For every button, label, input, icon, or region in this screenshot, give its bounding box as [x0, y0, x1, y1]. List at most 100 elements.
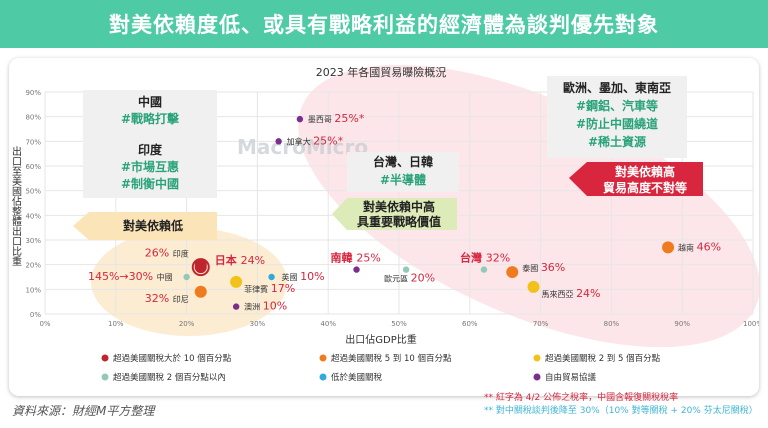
legend-marker	[319, 373, 327, 381]
country-name: 泰國	[522, 263, 541, 273]
point-marker	[194, 261, 207, 274]
x-tick-label: 100%	[743, 320, 759, 328]
point-marker	[527, 280, 540, 293]
point-marker	[662, 241, 675, 254]
source-note: 資料來源：財經M平方整理	[12, 404, 155, 418]
point-label: 32% 印尼	[145, 292, 189, 305]
country-name: 澳洲	[244, 302, 263, 312]
legend-marker	[533, 354, 541, 362]
y-tick-label: 90%	[25, 89, 41, 97]
x-tick-label: 60%	[462, 320, 478, 328]
point-澳洲: 澳洲 10%	[232, 300, 287, 313]
x-tick-label: 20%	[179, 320, 195, 328]
y-tick-label: 20%	[25, 262, 41, 270]
eu-box-title: 歐洲、墨加、東南亞	[563, 80, 671, 95]
point-南韓: 南韓 25%	[331, 251, 381, 273]
eu-box	[547, 76, 687, 158]
x-tick-label: 10%	[108, 320, 124, 328]
country-name: 加拿大	[287, 136, 314, 146]
x-tick-label: 80%	[604, 320, 620, 328]
footnotes: ** 紅字為 4/2 公佈之稅率，中國含報復關稅稅率 ** 對中關稅談判後降至 …	[484, 392, 758, 418]
footnote-2: ** 對中關稅談判後降至 30%（10% 對等關稅 + 20% 芬太尼關稅）	[484, 406, 758, 416]
point-泰國: 泰國 36%	[506, 261, 565, 279]
country-name: 越南	[678, 242, 697, 252]
china-india-box	[83, 90, 217, 198]
point-marker	[183, 273, 190, 281]
legend-item: 超過美國關稅 2 到 5 個百分點	[533, 353, 661, 364]
country-name: 菲律賓	[244, 284, 271, 294]
y-tick-label: 60%	[25, 163, 41, 171]
country-name: 中國	[157, 272, 173, 282]
tariff-rate: 10%	[300, 270, 324, 283]
india-box-tag2: #制衡中國	[121, 176, 179, 191]
legend-label: 超過美國關稅大於 10 個百分點	[113, 353, 232, 364]
legend-marker	[319, 354, 327, 362]
point-marker	[402, 266, 410, 273]
point-label: 日本 24%	[215, 253, 265, 267]
point-label: 墨西哥 25%*	[308, 112, 365, 125]
y-tick-label: 50%	[25, 188, 41, 196]
y-tick-label: 40%	[25, 212, 41, 220]
chart-title: 2023 年各國貿易曝險概況	[316, 65, 447, 79]
point-中國: 145%→30% 中國	[88, 270, 190, 283]
country-name: 南韓	[331, 251, 357, 265]
point-label: 南韓 25%	[331, 251, 381, 265]
point-印尼: 32% 印尼	[145, 285, 207, 305]
tw-jp-box-tag: #半導體	[380, 172, 426, 187]
legend-label: 自由貿易協議	[545, 372, 597, 383]
y-tick-label: 30%	[25, 237, 41, 245]
legend-item: 低於美國關稅	[319, 372, 383, 383]
country-name: 印度	[173, 249, 189, 259]
point-label: 澳洲 10%	[244, 300, 287, 313]
legend-label: 超過美國關稅 5 到 10 個百分點	[331, 353, 452, 364]
country-name: 日本	[215, 253, 241, 267]
point-marker	[296, 115, 304, 123]
india-box-title: 印度	[138, 142, 163, 157]
tariff-rate: 24%	[241, 254, 265, 267]
chart-card: 0% 10% 20% 30% 40% 50% 60% 70% 80% 90% 0% 10% 20% 30%…	[9, 58, 763, 396]
point-marker	[268, 273, 275, 281]
legend-label: 超過美國關稅 2 個百分點以內	[113, 372, 226, 383]
mid-dependence-arrow	[332, 198, 457, 230]
high-dependence-line2: 貿易高度不對等	[603, 180, 687, 195]
country-name: 台灣	[460, 251, 486, 265]
point-marker	[194, 285, 207, 298]
point-label: 145%→30% 中國	[88, 270, 173, 283]
eu-box-tag2: #防止中國繞道	[576, 116, 658, 131]
high-dependence-region	[298, 64, 760, 348]
x-axis-label: 出口佔GDP比重	[345, 333, 416, 346]
point-歐元區: 歐元區 20%	[384, 266, 435, 285]
tariff-rate: 25%*	[334, 112, 364, 125]
tariff-rate: 32%	[486, 252, 510, 265]
mid-dependence-line1: 對美依賴中高	[363, 199, 435, 214]
point-label: 越南 46%	[678, 240, 721, 253]
tariff-rate: 25%	[356, 252, 380, 265]
point-label: 英國 10%	[282, 270, 325, 283]
legend-item: 自由貿易協議	[533, 372, 597, 383]
point-marker	[275, 138, 282, 145]
footnote-1: ** 紅字為 4/2 公佈之稅率，中國含報復關稅稅率	[484, 393, 679, 403]
point-馬來西亞: 馬來西亞 24%	[527, 280, 601, 300]
tariff-rate: 10%	[263, 300, 287, 313]
point-label: 菲律賓 17%	[244, 282, 295, 295]
tariff-rate: 25%*	[313, 134, 343, 147]
y-tick-label: 70%	[25, 138, 41, 146]
point-label: 泰國 36%	[522, 261, 565, 274]
tariff-rate: 24%	[576, 287, 600, 300]
high-dependence-arrow	[569, 162, 703, 196]
country-name: 馬來西亞	[542, 290, 577, 299]
tariff-rate: 145%→30%	[88, 270, 157, 283]
y-tick-label: 0%	[30, 311, 41, 319]
mid-dependence-line2: 具重要戰略價值	[357, 214, 441, 229]
y-tick-label: 10%	[25, 286, 41, 294]
x-tick-label: 90%	[674, 320, 690, 328]
point-label: 馬來西亞 24%	[542, 287, 601, 300]
low-dependence-arrow	[73, 212, 217, 240]
china-box-tag: #戰略打擊	[121, 111, 180, 126]
point-英國: 英國 10%	[268, 270, 325, 283]
point-marker	[506, 266, 519, 279]
point-marker	[230, 275, 243, 288]
point-台灣: 台灣 32%	[460, 251, 510, 273]
point-label: 加拿大 25%*	[287, 134, 344, 147]
x-tick-label: 40%	[320, 320, 336, 328]
